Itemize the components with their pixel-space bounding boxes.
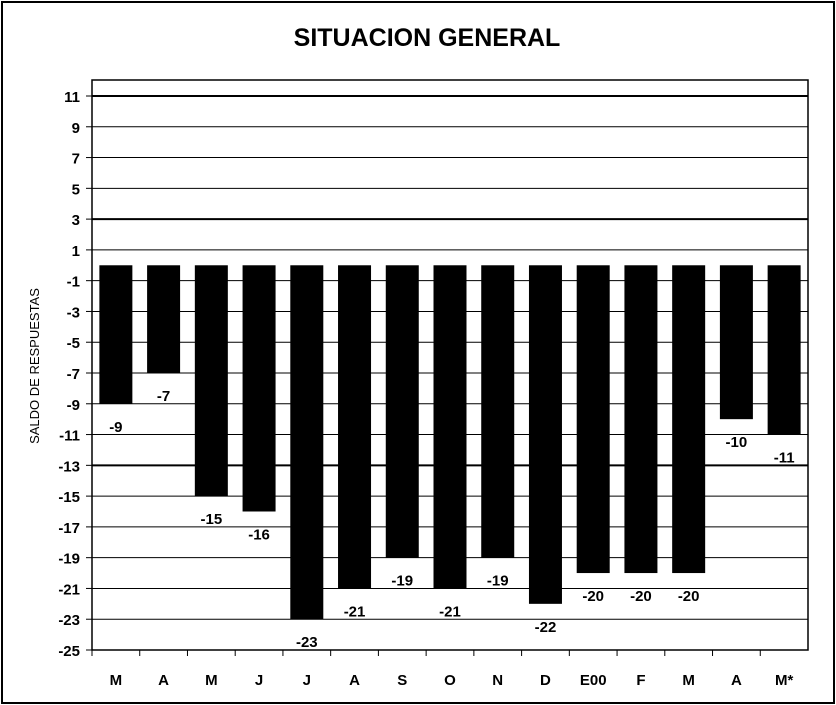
x-tick-label: E00 [580, 672, 607, 689]
bar [576, 265, 610, 574]
x-tick-label: F [636, 672, 645, 689]
y-tick-label: -17 [58, 520, 80, 537]
x-tick-label: O [444, 672, 456, 689]
data-label: -16 [248, 527, 270, 544]
bar [147, 265, 181, 373]
x-tick-label: M [682, 672, 695, 689]
bar [290, 265, 324, 620]
y-tick-label: -19 [58, 551, 80, 568]
chart-title: SITUACION GENERAL [294, 24, 561, 52]
bar [242, 265, 276, 512]
data-label: -19 [487, 573, 509, 590]
y-tick-label: 1 [72, 243, 80, 260]
data-label: -20 [582, 588, 604, 605]
x-tick-label: A [731, 672, 742, 689]
y-tick-label: 5 [72, 181, 80, 198]
data-label: -15 [200, 511, 222, 528]
bar [528, 265, 562, 604]
x-tick-label: M [205, 672, 218, 689]
y-tick-label: 7 [72, 151, 80, 168]
x-tick-label: S [397, 672, 407, 689]
bars [99, 265, 801, 620]
y-tick-label: 9 [72, 120, 80, 137]
data-label: -11 [774, 450, 795, 467]
y-tick-label: -21 [58, 581, 80, 598]
y-tick-label: -9 [67, 397, 80, 414]
bar [433, 265, 467, 589]
y-axis-label: SALDO DE RESPUESTAS [27, 288, 42, 444]
x-tick-label: A [349, 672, 360, 689]
y-tick-label: 11 [64, 89, 80, 106]
data-label: -7 [157, 388, 170, 405]
y-tick-label: -11 [59, 428, 80, 445]
y-tick-label: -15 [58, 489, 80, 506]
bar [624, 265, 658, 574]
x-tick-label: M* [775, 672, 793, 689]
bar [672, 265, 706, 574]
bar [99, 265, 133, 404]
bar [385, 265, 419, 558]
data-labels: -9 -7 -15 -16 -23 -21 -19 -21 -19 -22 -20 -20 -20 -10… [109, 388, 794, 651]
data-label: -21 [344, 603, 366, 620]
bar [481, 265, 515, 558]
data-label: -22 [535, 619, 557, 636]
x-tick-label: M [110, 672, 123, 689]
y-tick-label: 3 [72, 212, 80, 229]
x-tick-label: J [255, 672, 263, 689]
data-label: -20 [630, 588, 652, 605]
y-tick-label: -25 [58, 643, 80, 660]
bar [767, 265, 801, 435]
data-label: -10 [726, 434, 748, 451]
data-label: -23 [296, 634, 318, 651]
x-tick-labels: M A M J J A S O N D E00 F M A M* [91, 650, 793, 689]
data-label: -9 [109, 419, 122, 436]
y-tick-label: -5 [67, 335, 80, 352]
bar [719, 265, 753, 420]
x-tick-label: J [303, 672, 311, 689]
x-tick-label: D [540, 672, 551, 689]
y-tick-label: -23 [58, 612, 80, 629]
x-tick-label: N [492, 672, 503, 689]
data-label: -20 [678, 588, 700, 605]
bar [194, 265, 228, 497]
plot-area-border [91, 79, 809, 651]
y-tick-label: -3 [67, 304, 80, 321]
y-tick-label: -7 [67, 366, 80, 383]
y-tick-label: -13 [58, 458, 80, 475]
data-label: -21 [439, 603, 461, 620]
data-label: -19 [391, 573, 413, 590]
y-tick-labels: 11 9 7 5 3 1 -1 -3 -5 -7 -9 -11 -13 -15 -17 -19 -21 -23 -2… [58, 89, 80, 660]
y-tick-label: -1 [67, 274, 80, 291]
x-tick-label: A [158, 672, 169, 689]
bar [338, 265, 372, 589]
